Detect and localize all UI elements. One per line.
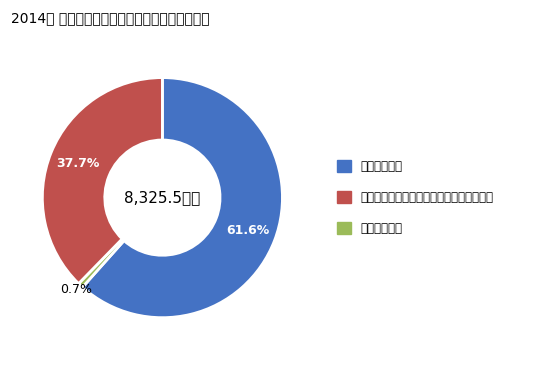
Legend: 自動車小売業, 機械器具小売業〈自動車，自転車を除く〉, 自転車小売業: 自動車小売業, 機械器具小売業〈自動車，自転車を除く〉, 自転車小売業 xyxy=(333,157,497,238)
Text: 2014年 機械器具小売業の年間商品販売額の内訳: 2014年 機械器具小売業の年間商品販売額の内訳 xyxy=(11,11,210,25)
Text: 0.7%: 0.7% xyxy=(60,283,92,296)
Text: 61.6%: 61.6% xyxy=(226,224,269,237)
Text: 8,325.5億円: 8,325.5億円 xyxy=(124,190,200,205)
Wedge shape xyxy=(78,239,124,287)
Wedge shape xyxy=(43,78,162,284)
Wedge shape xyxy=(82,78,282,318)
Text: 37.7%: 37.7% xyxy=(56,157,100,170)
